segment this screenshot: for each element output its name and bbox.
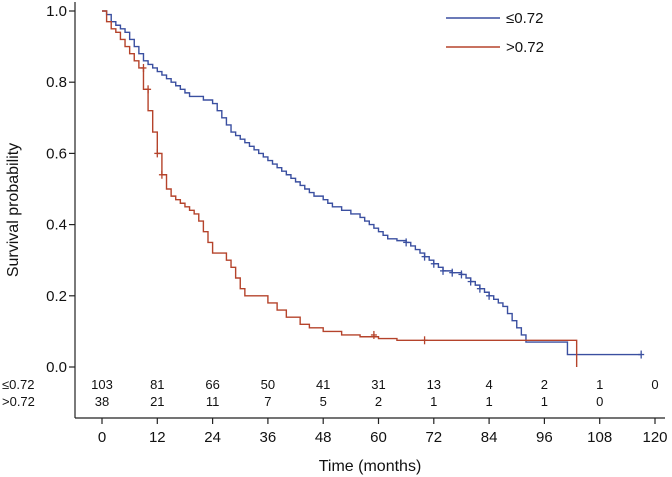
x-axis-label: Time (months) (319, 458, 422, 475)
risk-count: 0 (596, 394, 603, 409)
y-tick-label: 0.8 (46, 74, 67, 91)
risk-count: 50 (261, 377, 275, 392)
risk-count: 66 (205, 377, 219, 392)
risk-count: 13 (427, 377, 441, 392)
risk-count: 4 (485, 377, 492, 392)
x-tick-label: 120 (642, 429, 667, 446)
y-tick-label: 0.4 (46, 217, 67, 234)
x-tick-label: 12 (149, 429, 166, 446)
x-tick-label: 0 (98, 429, 106, 446)
risk-count: 2 (541, 377, 548, 392)
survival-curve-low (102, 10, 642, 356)
x-tick-label: 60 (370, 429, 387, 446)
risk-count: 2 (375, 394, 382, 409)
x-tick-label: 24 (204, 429, 221, 446)
risk-count: 1 (541, 394, 548, 409)
risk-count: 103 (91, 377, 113, 392)
legend: ≤0.72 >0.72 (446, 10, 544, 56)
x-tick-label: 96 (536, 429, 553, 446)
risk-table: ≤0.72 103 81 66 50 41 31 13 4 2 1 0>0.72 38 21 11 7 5 2 1 1… (2, 377, 659, 409)
x-tick-label: 48 (315, 429, 332, 446)
y-tick-label: 0.6 (46, 145, 67, 162)
x-axis: 0 12 24 36 48 60 72 84 96 108 120 (98, 418, 668, 446)
x-tick-label: 36 (260, 429, 277, 446)
risk-count: 7 (264, 394, 271, 409)
legend-label: ≤0.72 (506, 10, 543, 27)
y-axis: 0.0 0.2 0.4 0.6 0.8 1.0 (46, 3, 75, 376)
risk-count: 31 (371, 377, 385, 392)
risk-count: 1 (430, 394, 437, 409)
risk-count: 0 (651, 377, 658, 392)
risk-count: 21 (150, 394, 164, 409)
risk-row-label: ≤0.72 (2, 377, 34, 392)
x-tick-label: 108 (587, 429, 612, 446)
y-tick-label: 0.0 (46, 359, 67, 376)
risk-count: 1 (485, 394, 492, 409)
survival-curves (102, 10, 645, 367)
y-tick-label: 0.2 (46, 288, 67, 305)
x-tick-label: 72 (425, 429, 442, 446)
risk-count: 38 (95, 394, 109, 409)
risk-count: 11 (206, 394, 220, 409)
legend-label: >0.72 (506, 39, 544, 56)
survival-curve-high (102, 10, 578, 367)
risk-count: 5 (320, 394, 327, 409)
risk-row-label: >0.72 (2, 394, 35, 409)
y-axis-label: Survival probability (5, 143, 22, 277)
risk-count: 81 (150, 377, 164, 392)
x-tick-label: 84 (481, 429, 498, 446)
risk-count: 41 (316, 377, 330, 392)
y-tick-label: 1.0 (46, 3, 67, 20)
plot-frame (74, 2, 665, 419)
risk-count: 1 (596, 377, 603, 392)
